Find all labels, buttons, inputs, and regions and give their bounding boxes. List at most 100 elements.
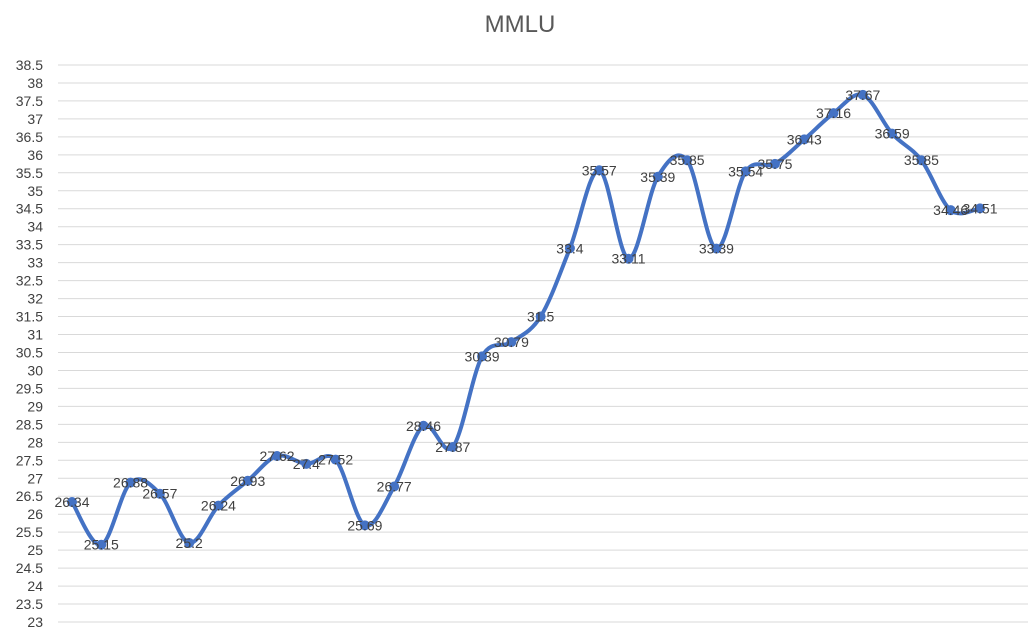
y-tick-label: 25.5: [16, 524, 43, 540]
y-tick-label: 31.5: [16, 309, 43, 325]
y-tick-label: 28.5: [16, 416, 43, 432]
data-label: 37.67: [845, 87, 880, 103]
y-tick-label: 32.5: [16, 273, 43, 289]
y-tick-label: 27.5: [16, 452, 43, 468]
data-point: [125, 477, 136, 488]
data-point: [418, 420, 429, 431]
data-point: [564, 243, 575, 254]
data-label: 35.39: [640, 169, 675, 185]
data-label: 30.39: [465, 348, 500, 364]
data-point: [272, 450, 283, 461]
y-tick-label: 30: [27, 362, 43, 378]
y-tick-label: 23: [27, 614, 43, 630]
data-label: 37.16: [816, 105, 851, 121]
data-label: 26.24: [201, 498, 236, 514]
data-label: 35.54: [728, 163, 763, 179]
data-label: 33.39: [699, 241, 734, 257]
y-tick-label: 26: [27, 506, 43, 522]
data-point: [330, 454, 341, 465]
data-label: 35.75: [757, 156, 792, 172]
data-point: [67, 496, 77, 507]
y-axis-ticks: 23 23.5 24 24.5 25 25.5 26 26.5 27 27.5 28 28.5 29 29…: [16, 57, 43, 630]
y-tick-label: 33: [27, 255, 43, 271]
data-point: [184, 537, 195, 548]
data-point: [301, 458, 312, 469]
data-label: 35.57: [582, 162, 617, 178]
data-label: 36.43: [787, 131, 822, 147]
data-label: 27.87: [435, 439, 470, 455]
data-label: 25.2: [176, 535, 203, 551]
data-label: 34.46: [933, 202, 968, 218]
data-point: [389, 481, 400, 492]
data-labels: 26.3425.1526.8826.5725.226.2426.9327.622…: [54, 87, 997, 553]
y-tick-label: 26.5: [16, 488, 43, 504]
data-point: [682, 155, 693, 166]
data-point: [711, 243, 722, 254]
data-point: [769, 158, 780, 169]
y-tick-label: 32: [27, 291, 43, 307]
data-markers: [67, 89, 985, 550]
data-point: [857, 89, 868, 100]
data-point: [213, 500, 224, 511]
y-tick-label: 35.5: [16, 165, 43, 181]
data-label: 33.4: [556, 240, 583, 256]
y-tick-label: 36: [27, 147, 43, 163]
data-point: [945, 205, 956, 216]
y-tick-label: 34: [27, 219, 43, 235]
y-tick-label: 29: [27, 398, 43, 414]
chart-title: MMLU: [485, 11, 556, 38]
y-tick-label: 28: [27, 434, 43, 450]
data-point: [535, 311, 546, 322]
y-tick-label: 23.5: [16, 596, 43, 612]
data-point: [740, 166, 751, 177]
data-label: 35.85: [670, 152, 705, 168]
y-tick-label: 34.5: [16, 201, 43, 217]
gridlines: [58, 64, 1028, 623]
data-label: 26.57: [142, 486, 177, 502]
y-tick-label: 25: [27, 542, 43, 558]
data-point: [594, 165, 605, 176]
y-tick-label: 37.5: [16, 93, 43, 109]
data-point: [975, 203, 985, 214]
data-label: 27.4: [293, 456, 320, 472]
data-point: [828, 108, 839, 119]
data-label: 25.15: [84, 537, 119, 553]
data-label: 35.85: [904, 152, 939, 168]
data-label: 28.46: [406, 418, 441, 434]
data-label: 26.77: [377, 479, 412, 495]
y-tick-label: 29.5: [16, 380, 43, 396]
data-point: [359, 520, 370, 531]
data-label: 27.52: [318, 452, 353, 468]
data-label: 25.69: [347, 517, 382, 533]
data-label: 33.11: [612, 251, 646, 267]
data-label: 26.34: [54, 494, 89, 510]
data-point: [652, 171, 663, 182]
data-point: [506, 337, 517, 348]
data-point: [623, 253, 634, 264]
series-line: [70, 92, 982, 547]
data-label: 27.62: [260, 448, 295, 464]
data-label: 26.88: [113, 475, 148, 491]
data-point: [242, 475, 253, 486]
data-label: 26.93: [230, 473, 265, 489]
data-point: [96, 539, 107, 550]
data-point: [477, 351, 488, 362]
y-tick-label: 38.5: [16, 57, 43, 73]
y-tick-label: 27: [27, 470, 43, 486]
data-label: 30.79: [494, 334, 529, 350]
data-point: [154, 488, 165, 499]
y-tick-label: 31: [27, 327, 43, 343]
data-point: [887, 128, 898, 139]
y-tick-label: 36.5: [16, 129, 43, 145]
y-tick-label: 33.5: [16, 237, 43, 253]
y-tick-label: 37: [27, 111, 43, 127]
y-tick-label: 30.5: [16, 344, 43, 360]
y-tick-label: 24.5: [16, 560, 43, 576]
data-label: 36.59: [875, 126, 910, 142]
data-label: 31.5: [527, 309, 554, 325]
data-point: [799, 134, 810, 145]
y-tick-label: 24: [27, 578, 43, 594]
y-tick-label: 38: [27, 75, 43, 91]
data-point: [447, 441, 458, 452]
